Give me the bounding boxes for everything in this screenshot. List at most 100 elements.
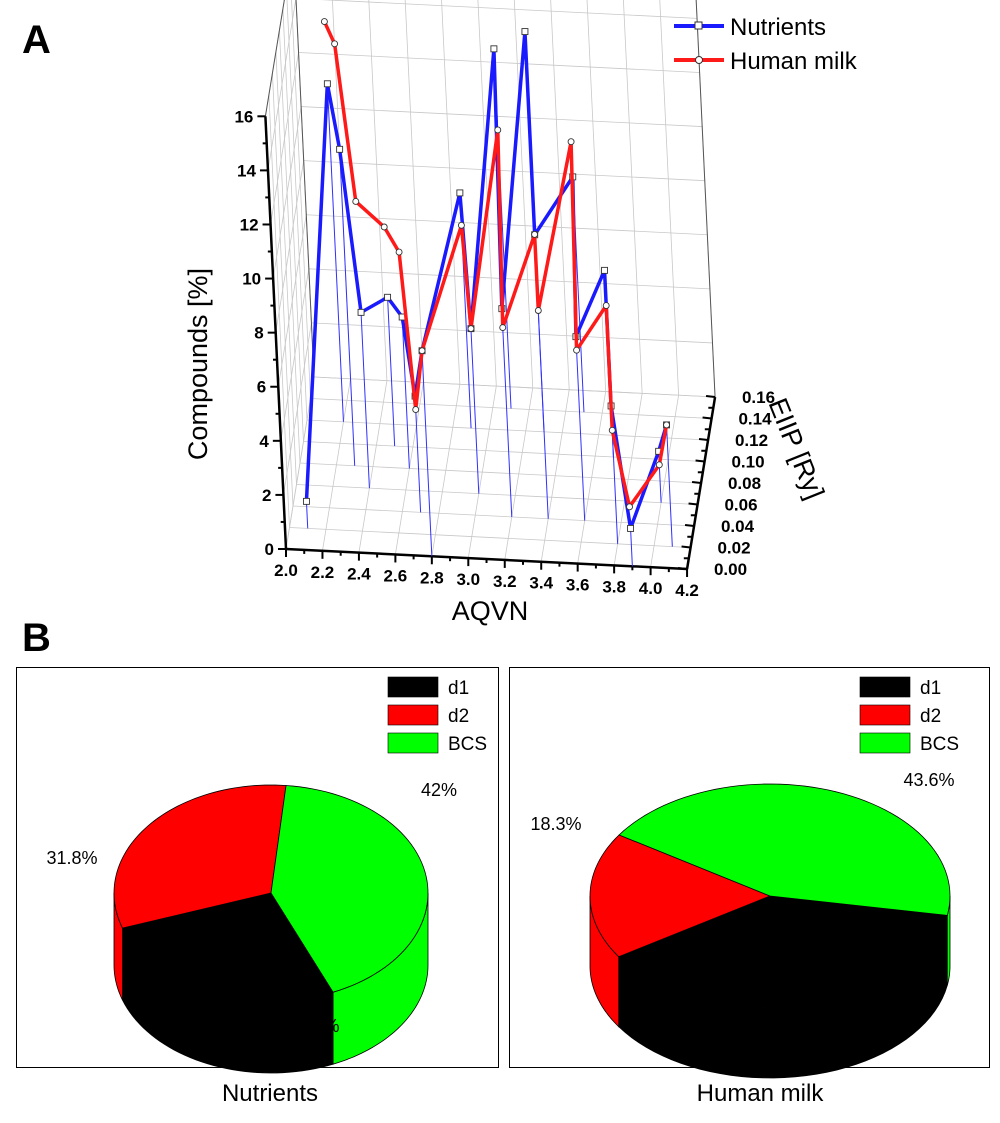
data-point-human-milk [380,223,388,231]
panel-b-label: B [22,616,51,660]
chart-ticks: 2.0 2.2 2.4 2.6 2.8 3.0 3.2 3.4 3.6 3.8 4.0 4.2 0 2 4 6… [234,107,775,600]
data-point-human-milk [467,325,475,333]
data-point-nutrients [302,497,310,505]
data-point-human-milk [352,198,360,205]
data-point-nutrients [521,28,529,36]
series-line-human-milk [322,20,669,509]
pie-value-label-d2: 18.3% [530,814,581,834]
data-point-nutrients [357,308,365,316]
drop-line [575,336,586,521]
z-tick-mark [702,416,712,420]
drop-line [470,328,480,494]
z-tick-label: 0.06 [724,496,757,515]
drop-line [401,316,410,469]
pie-slice-d2 [113,784,287,929]
data-point-human-milk [320,18,328,26]
x-tick-label: 3.0 [456,570,480,589]
y-tick-label: 2 [262,486,271,505]
grid-line-side-y [277,214,307,387]
data-point-nutrients [336,145,344,153]
grid-line-side-y [285,376,315,550]
data-point-human-milk [418,347,426,355]
data-point-human-milk [331,40,339,48]
y-tick-label: 10 [242,270,261,289]
y-tick-label: 8 [254,324,263,343]
legend-swatch-d2 [387,704,439,726]
pie-value-label-bcs: 43.6% [903,770,954,790]
drop-line [387,297,396,447]
legend-swatch-bcs [859,732,911,754]
data-point-human-milk [655,461,663,469]
data-point-human-milk [395,248,403,256]
legend-swatch-bcs [387,732,439,754]
z-tick-mark [677,567,688,571]
legend-label-d1: d1 [448,678,469,699]
data-point-human-milk [663,421,670,429]
data-point-human-milk [534,307,542,314]
pie-value-label-bcs: 42% [421,780,457,800]
chart-grid [264,0,716,570]
y-tick-label: 0 [265,540,274,559]
z-tick-mark [695,459,705,463]
data-point-human-milk [573,346,581,354]
grid-line-side-y [270,52,299,225]
x-tick-label: 2.4 [347,565,371,584]
grid-line-side-y [283,322,312,495]
pie-title-nutrients: Nutrients [221,1080,319,1107]
pie-title-human-milk: Human milk [696,1080,824,1107]
drop-line [666,424,673,547]
data-point-human-milk [608,426,616,434]
data-point-human-milk [412,406,420,414]
grid-line-back-y [301,106,703,127]
data-point-nutrients [323,80,331,88]
z-tick-mark [691,481,702,485]
x-tick-label: 2.0 [274,561,298,580]
grid-line-back-y [313,376,716,398]
pie-value-label-d1: 38.1% [698,1036,749,1056]
series-lines [302,18,670,532]
z-tick-label: 0.08 [728,474,761,493]
z-tick-mark [705,395,716,399]
x-tick-label: 3.4 [529,574,553,593]
legend-label-bcs: BCS [448,734,487,755]
legend-label-d2: d2 [920,706,941,727]
x-tick-label: 2.6 [384,566,408,585]
z-tick-mark [688,502,698,506]
y-tick-label: 16 [234,107,253,126]
grid-line-floor-z [292,505,695,527]
grid-line-back-y [298,52,700,73]
legend-label-nutrients: Nutrients [730,14,826,41]
y-tick-label: 12 [240,215,259,234]
data-point-nutrients [627,524,635,532]
grid-line-floor-z [289,527,691,548]
drop-line [305,501,309,529]
legend-swatch-d1 [859,676,911,698]
data-point-human-milk [499,324,507,332]
drop-line [326,83,344,422]
y-tick-label: 14 [237,161,256,180]
legend-label-d1: d1 [920,678,941,699]
legend-label-human-milk: Human milk [730,48,858,75]
z-tick-label: 0.00 [714,560,747,579]
z-axis-line [685,396,717,570]
data-point-human-milk [626,503,633,511]
box-edge [295,0,315,378]
legend-swatch-d2 [859,704,911,726]
data-point-nutrients [490,45,498,53]
y-tick-label: 6 [257,378,266,397]
pie-slice-d1 [121,892,334,1002]
grid-line-floor-z [296,484,698,505]
data-point-human-milk [457,221,465,229]
data-point-nutrients [601,266,608,274]
z-tick-mark [681,545,691,549]
grid-line-back-y [308,268,710,290]
data-point-nutrients [456,189,464,197]
x-tick-label: 3.6 [566,576,590,595]
pie-value-label-d2: 31.8% [46,848,97,868]
data-point-human-milk [494,126,502,134]
legend-label-d2: d2 [448,706,469,727]
x-tick-label: 3.8 [602,577,626,596]
grid-line-side-y [275,160,305,333]
